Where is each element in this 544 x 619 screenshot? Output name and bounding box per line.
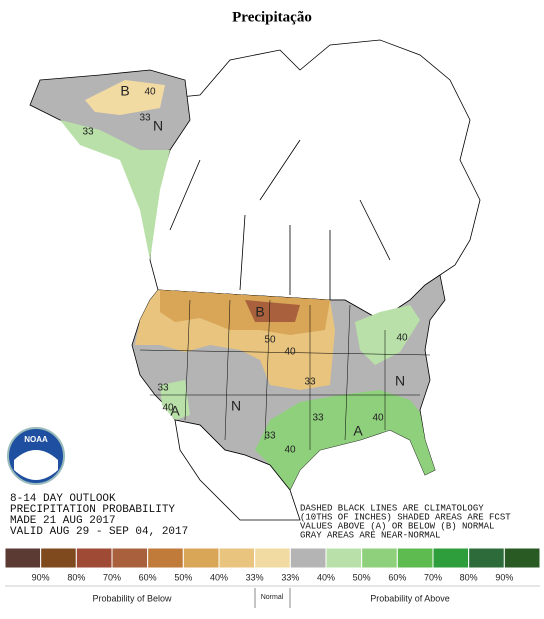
state-lines	[139, 299, 431, 450]
alaska-above	[60, 120, 170, 260]
map-label: N	[231, 398, 241, 414]
map-label: 33	[82, 127, 94, 138]
legend-label: 60%	[139, 572, 157, 582]
legend-above: Probability of Above	[370, 593, 450, 603]
legend-label: 70%	[424, 572, 442, 582]
below-50	[245, 300, 300, 322]
above-sw	[160, 380, 190, 420]
above-ne	[355, 305, 420, 365]
map	[29, 39, 481, 521]
map-label: 40	[396, 333, 408, 344]
map-label: 40	[284, 445, 296, 456]
note-line: DASHED BLACK LINES ARE CLIMATOLOGY	[300, 503, 484, 513]
map-label: 33	[304, 377, 316, 388]
map-label: 33	[264, 431, 276, 442]
noaa-logo: NOAA	[7, 427, 65, 485]
map-label: A	[353, 423, 363, 439]
map-label: B	[120, 83, 129, 99]
map-label: N	[395, 373, 405, 389]
legend-swatch	[40, 547, 77, 569]
title: Precipitação	[232, 9, 312, 25]
note-line: (10THS OF INCHES) SHADED AREAS ARE FCST	[300, 512, 511, 522]
legend-below: Probability of Below	[92, 593, 172, 603]
legend-label: 33%	[246, 572, 264, 582]
legend-swatch	[218, 547, 256, 569]
legend-swatch	[289, 547, 327, 569]
note-line: GRAY AREAS ARE NEAR-NORMAL	[300, 530, 440, 540]
map-label: B	[255, 304, 264, 320]
map-label: 33	[139, 113, 151, 124]
legend-label: 90%	[32, 572, 50, 582]
legend-swatch	[325, 547, 363, 569]
outlook-info: 8-14 DAY OUTLOOK PRECIPITATION PROBABILI…	[10, 493, 188, 538]
legend-label: 70%	[103, 572, 121, 582]
logo-text: NOAA	[24, 435, 48, 444]
legend-swatch	[468, 547, 505, 569]
legend-swatch	[111, 547, 149, 569]
canada	[149, 39, 481, 321]
map-label: 40	[162, 403, 174, 414]
outlook-line: VALID AUG 29 - SEP 04, 2017	[10, 526, 188, 538]
legend-label: 80%	[67, 572, 85, 582]
hudson-lines	[169, 139, 391, 300]
map-label: 33	[312, 413, 324, 424]
outlook-line: MADE 21 AUG 2017	[10, 515, 116, 527]
map-label: N	[153, 118, 163, 134]
legend-label: 50%	[174, 572, 192, 582]
legend-swatch	[4, 547, 42, 569]
legend-label: 90%	[495, 572, 513, 582]
map-label: A	[170, 403, 180, 419]
legend-swatch	[254, 547, 291, 569]
notes: DASHED BLACK LINES ARE CLIMATOLOGY (10TH…	[300, 503, 511, 540]
legend-swatch	[75, 547, 113, 569]
map-label: 50	[264, 335, 276, 346]
legend-swatch	[396, 547, 434, 569]
legend-label: 40%	[317, 572, 335, 582]
legend-swatch	[182, 547, 220, 569]
map-label: 40	[144, 87, 156, 98]
map-label: 40	[284, 347, 296, 358]
legend-label: 33%	[281, 572, 299, 582]
legend-swatch	[361, 547, 398, 569]
legend-swatch	[503, 547, 541, 569]
legend: 90% 80% 70% 60% 50% 40% 33% 33% 40% 50% 60% 70% 80% 9…	[4, 547, 541, 582]
legend-swatch	[147, 547, 184, 569]
map-label: 40	[372, 413, 384, 424]
legend-swatch	[432, 547, 470, 569]
map-label: 33	[157, 383, 169, 394]
outlook-line: PRECIPITATION PROBABILITY	[10, 504, 175, 516]
legend-label: 50%	[353, 572, 371, 582]
note-line: VALUES ABOVE (A) OR BELOW (B) NORMAL	[300, 521, 494, 531]
alaska-below	[85, 80, 165, 115]
outlook-line: 8-14 DAY OUTLOOK	[10, 493, 116, 505]
legend-normal: Normal	[261, 594, 284, 601]
legend-label: 60%	[388, 572, 406, 582]
mexico	[174, 419, 301, 521]
below-40	[160, 290, 330, 335]
legend-label: 80%	[460, 572, 478, 582]
legend-label: 40%	[210, 572, 228, 582]
